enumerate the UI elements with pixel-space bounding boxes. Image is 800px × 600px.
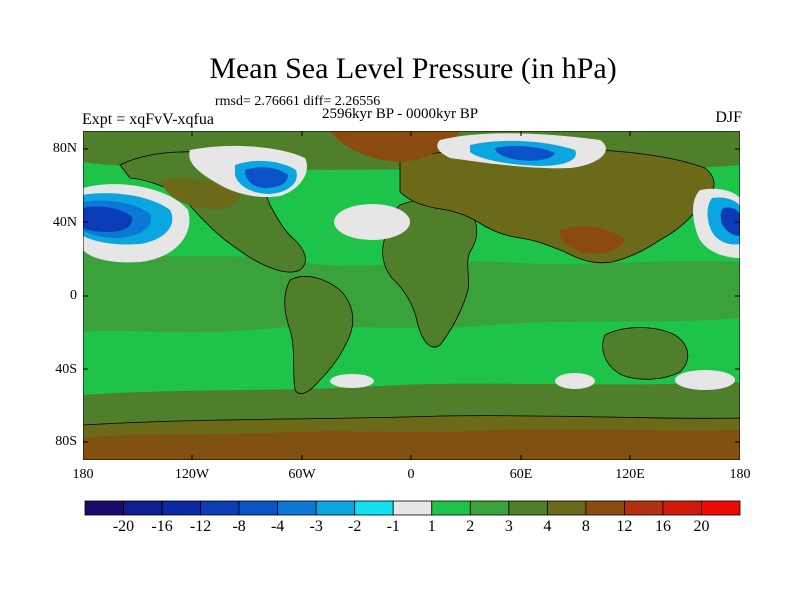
colorbar-label: 3 bbox=[504, 518, 513, 535]
south-atlantic-near-zero bbox=[330, 374, 374, 388]
colorbar-label: -3 bbox=[309, 518, 323, 535]
period-label: 2596kyr BP - 0000kyr BP bbox=[322, 106, 479, 122]
south-america bbox=[284, 276, 354, 394]
colorbar-swatch bbox=[315, 500, 356, 516]
colorbar-swatch bbox=[508, 500, 548, 516]
lat-label-40n: 40N bbox=[52, 215, 77, 230]
colorbar-swatch bbox=[701, 500, 741, 516]
lat-label-40s: 40S bbox=[55, 362, 77, 377]
canadian-low-core bbox=[245, 167, 288, 188]
atlantic-near-zero bbox=[334, 204, 410, 240]
aleutian-low-core bbox=[83, 206, 133, 232]
antarctic-high-anomaly bbox=[83, 429, 740, 460]
colorbar-label: 2 bbox=[466, 518, 475, 535]
colorbar-label: -4 bbox=[270, 518, 285, 535]
axis-ticks bbox=[83, 131, 740, 460]
lat-label-80n: 80N bbox=[52, 141, 77, 156]
colorbar-swatch bbox=[585, 500, 625, 516]
asia-high-anomaly bbox=[559, 226, 625, 254]
colorbar-label: 20 bbox=[693, 518, 710, 535]
colorbar-swatch bbox=[431, 500, 471, 516]
colorbar-label: 4 bbox=[543, 518, 552, 535]
colorbar-label: -16 bbox=[151, 518, 173, 535]
colorbar-swatch bbox=[200, 500, 240, 516]
lat-label-80s: 80S bbox=[55, 434, 77, 449]
australia bbox=[602, 327, 689, 380]
colorbar-label: -12 bbox=[189, 518, 212, 535]
colorbar-label: -8 bbox=[232, 518, 246, 535]
colorbar bbox=[84, 500, 741, 516]
lon-label-0: 0 bbox=[407, 467, 415, 482]
colorbar-label: 12 bbox=[616, 518, 633, 535]
season-label: DJF bbox=[715, 109, 742, 126]
colorbar-label: -2 bbox=[348, 518, 362, 535]
colorbar-swatch bbox=[161, 500, 201, 516]
colorbar-swatch bbox=[354, 500, 394, 516]
arctic-high-anomaly bbox=[330, 131, 460, 162]
colorbar-swatch bbox=[392, 500, 433, 516]
colorbar-swatch bbox=[624, 500, 664, 516]
barents-low-core bbox=[495, 145, 555, 161]
stats-label: rmsd= 2.76661 diff= 2.26556 bbox=[215, 94, 381, 109]
south-pacific-near-zero bbox=[675, 370, 735, 390]
colorbar-label: 1 bbox=[427, 518, 436, 535]
lon-label-180w: 180 bbox=[72, 467, 94, 482]
experiment-label: Expt = xqFvV-xqfua bbox=[82, 111, 214, 128]
lon-label-120w: 120W bbox=[174, 467, 210, 482]
colorbar-swatch bbox=[123, 500, 163, 516]
colorbar-swatch bbox=[662, 500, 702, 516]
lon-label-60w: 60W bbox=[288, 467, 316, 482]
colorbar-swatch bbox=[277, 500, 317, 516]
indian-near-zero bbox=[555, 373, 595, 389]
colorbar-label: 16 bbox=[654, 518, 671, 535]
colorbar-label: -20 bbox=[112, 518, 135, 535]
lon-label-60e: 60E bbox=[509, 467, 533, 482]
colorbar-label: -1 bbox=[386, 518, 400, 535]
chart-title: Mean Sea Level Pressure (in hPa) bbox=[209, 52, 617, 85]
colorbar-swatch bbox=[546, 500, 587, 516]
lat-label-0: 0 bbox=[70, 288, 77, 303]
map-plot-area bbox=[83, 131, 740, 460]
lon-label-180e: 180 bbox=[729, 467, 751, 482]
east-pacific-low-core bbox=[720, 207, 740, 236]
colorbar-swatch bbox=[469, 500, 510, 516]
lon-label-120e: 120E bbox=[615, 467, 645, 482]
colorbar-label: 8 bbox=[581, 518, 590, 535]
colorbar-swatch bbox=[238, 500, 279, 516]
na-anomaly-patch bbox=[160, 178, 240, 210]
colorbar-swatch bbox=[84, 500, 124, 516]
